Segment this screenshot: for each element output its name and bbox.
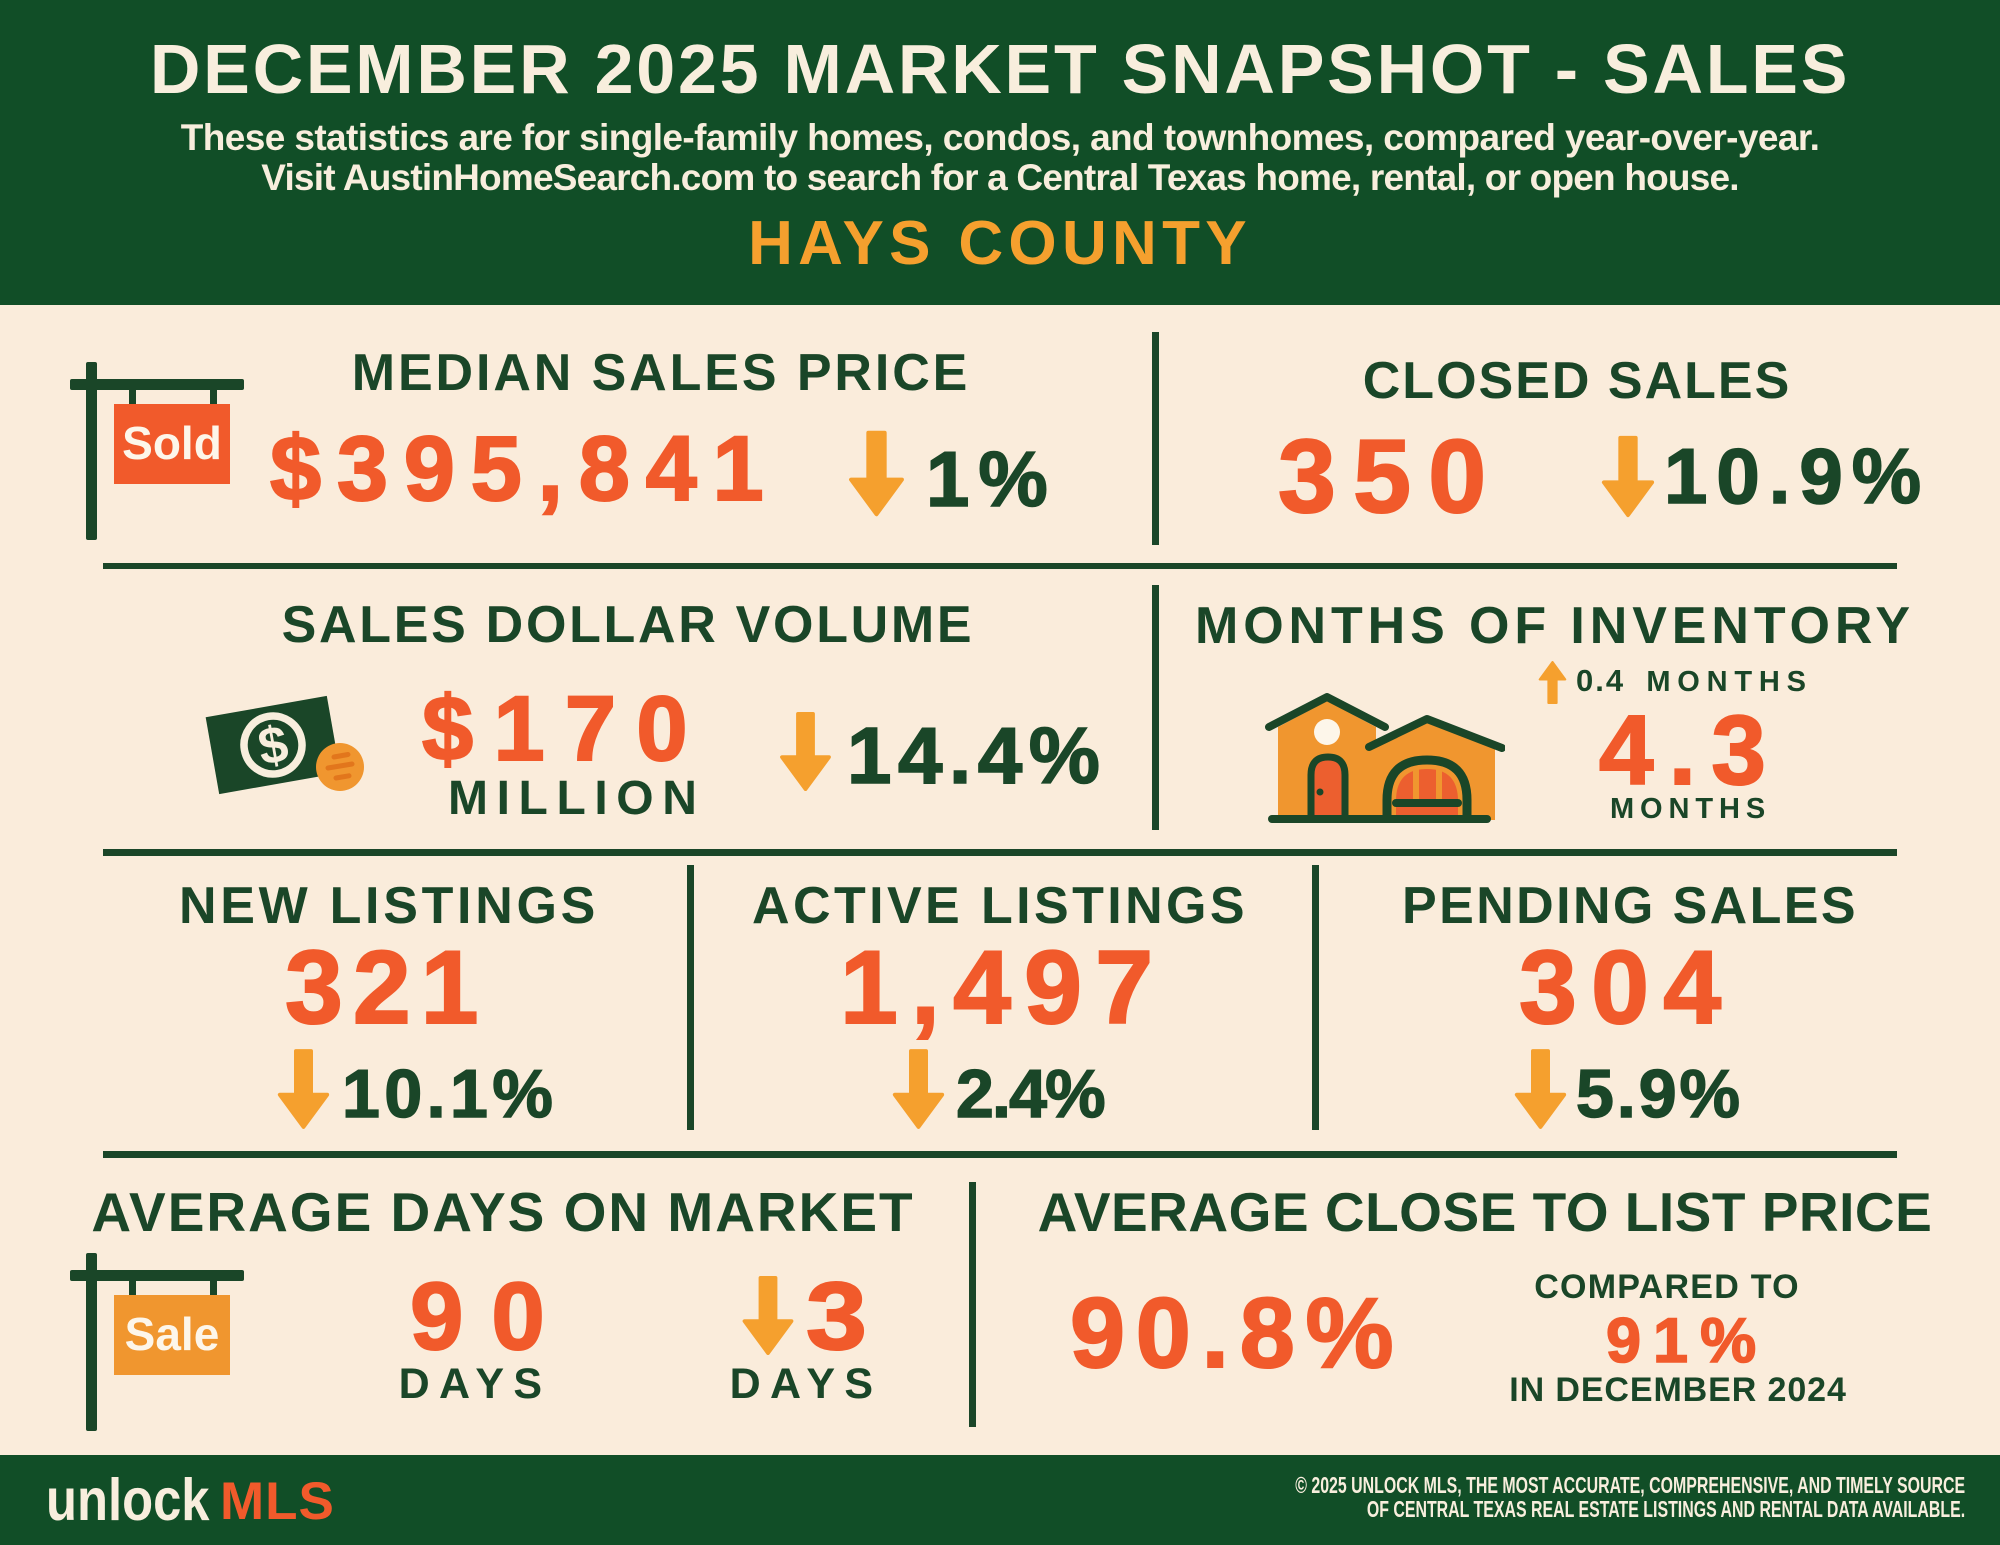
- svg-text:Sale: Sale: [125, 1308, 220, 1360]
- svg-text:Sold: Sold: [122, 417, 222, 469]
